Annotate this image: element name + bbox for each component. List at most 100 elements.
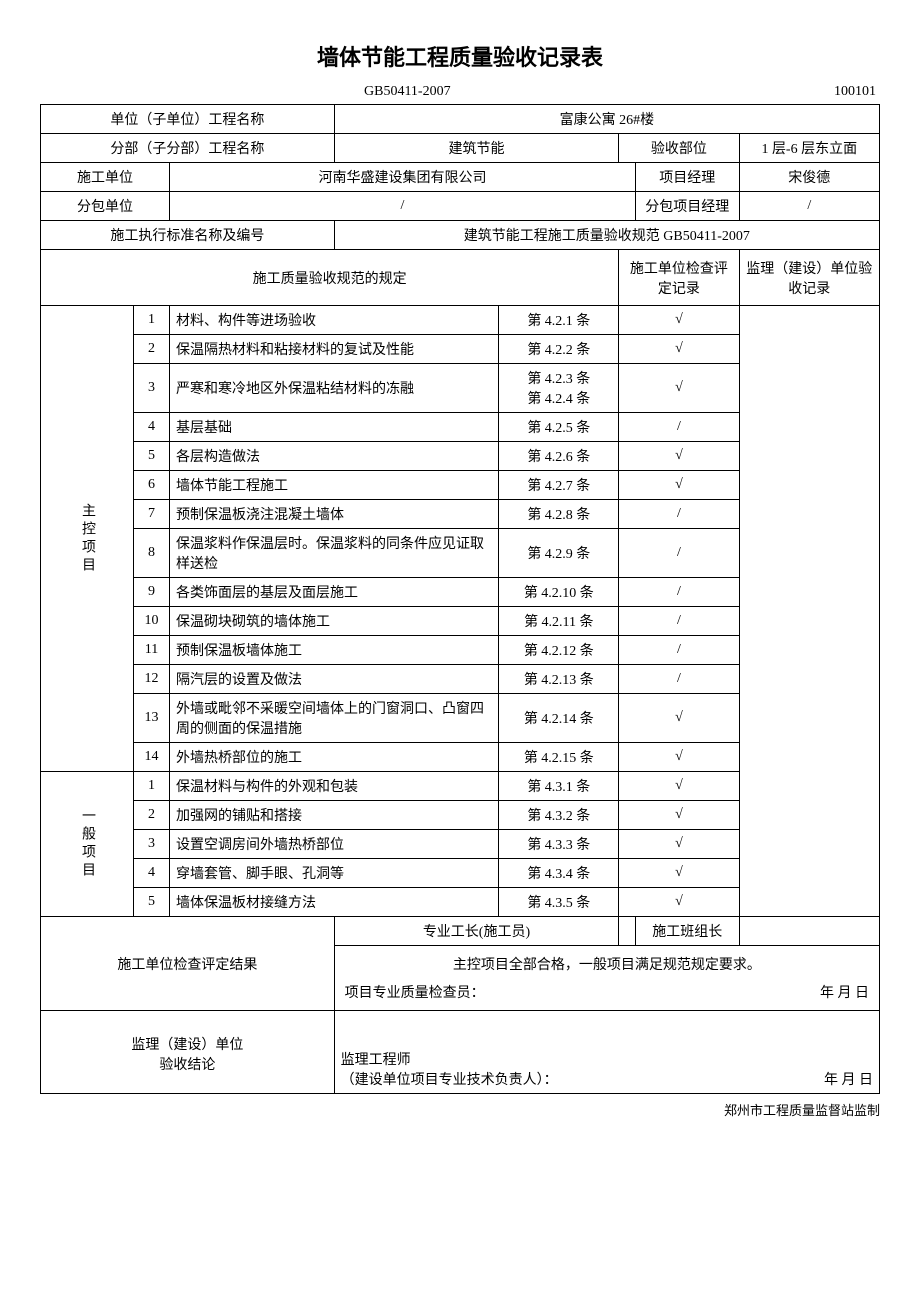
row-desc: 基层基础 — [170, 413, 499, 442]
document-title: 墙体节能工程质量验收记录表 — [40, 40, 880, 72]
row-result: / — [619, 607, 739, 636]
row-num: 3 — [134, 830, 170, 859]
main-section-label: 主控项目 — [41, 306, 134, 772]
result-label: 施工单位检查评定结果 — [41, 917, 335, 1011]
row-result: √ — [619, 306, 739, 335]
code-center: GB50411-2007 — [364, 84, 451, 100]
row-num: 2 — [134, 801, 170, 830]
row-desc: 穿墙套管、脚手眼、孔洞等 — [170, 859, 499, 888]
row-num: 1 — [134, 772, 170, 801]
row-ref: 第 4.2.8 条 — [499, 500, 619, 529]
subcontractor-label: 分包单位 — [41, 192, 170, 221]
row-num: 7 — [134, 500, 170, 529]
row-result: √ — [619, 471, 739, 500]
subcontractor-value: / — [170, 192, 636, 221]
row-ref: 第 4.3.3 条 — [499, 830, 619, 859]
row-ref: 第 4.3.1 条 — [499, 772, 619, 801]
row-num: 4 — [134, 859, 170, 888]
row-ref: 第 4.2.13 条 — [499, 665, 619, 694]
row-num: 8 — [134, 529, 170, 578]
team-label: 施工班组长 — [635, 917, 739, 946]
row-result: / — [619, 500, 739, 529]
pm-value: 宋俊德 — [739, 163, 879, 192]
row-desc: 预制保温板墙体施工 — [170, 636, 499, 665]
result-date: 年 月 日 — [820, 982, 869, 1002]
row-desc: 保温材料与构件的外观和包装 — [170, 772, 499, 801]
row-desc: 保温砌块砌筑的墙体施工 — [170, 607, 499, 636]
row-result: / — [619, 636, 739, 665]
row-num: 3 — [134, 364, 170, 413]
code-right: 100101 — [834, 84, 876, 100]
row-result: √ — [619, 335, 739, 364]
code-row: GB50411-2007 100101 — [40, 84, 880, 100]
row-result: / — [619, 413, 739, 442]
row-ref: 第 4.2.3 条 第 4.2.4 条 — [499, 364, 619, 413]
engineer-label: 监理工程师 — [341, 1049, 873, 1069]
row-num: 14 — [134, 743, 170, 772]
row-desc: 保温浆料作保温层时。保温浆料的同条件应见证取样送检 — [170, 529, 499, 578]
supervision-date: 年 月 日 — [824, 1069, 873, 1089]
result-conclusion-cell: 主控项目全部合格，一般项目满足规范规定要求。 项目专业质量检查员： 年 月 日 — [334, 946, 879, 1011]
row-result: / — [619, 665, 739, 694]
general-section-label: 一般项目 — [41, 772, 134, 917]
row-desc: 各层构造做法 — [170, 442, 499, 471]
row-num: 5 — [134, 888, 170, 917]
tech-label: （建设单位项目专业技术负责人）： — [341, 1069, 558, 1089]
row-ref: 第 4.2.9 条 — [499, 529, 619, 578]
row-result: √ — [619, 442, 739, 471]
row-num: 4 — [134, 413, 170, 442]
contractor-label: 施工单位 — [41, 163, 170, 192]
accept-part-label: 验收部位 — [619, 134, 739, 163]
row-result: √ — [619, 364, 739, 413]
row-result: / — [619, 578, 739, 607]
subunit-value: 建筑节能 — [334, 134, 619, 163]
standard-label: 施工执行标准名称及编号 — [41, 221, 335, 250]
row-num: 5 — [134, 442, 170, 471]
row-ref: 第 4.2.6 条 — [499, 442, 619, 471]
row-num: 11 — [134, 636, 170, 665]
result-conclusion: 主控项目全部合格，一般项目满足规范规定要求。 — [345, 954, 869, 974]
supervise-column — [739, 306, 879, 917]
contractor-value: 河南华盛建设集团有限公司 — [170, 163, 636, 192]
foreman-value — [619, 917, 636, 946]
row-desc: 墙体保温板材接缝方法 — [170, 888, 499, 917]
row-result: √ — [619, 801, 739, 830]
inspector-label: 项目专业质量检查员： — [345, 982, 485, 1002]
row-num: 1 — [134, 306, 170, 335]
row-ref: 第 4.3.2 条 — [499, 801, 619, 830]
row-result: √ — [619, 743, 739, 772]
foreman-label: 专业工长(施工员) — [334, 917, 619, 946]
row-desc: 隔汽层的设置及做法 — [170, 665, 499, 694]
row-desc: 加强网的铺贴和搭接 — [170, 801, 499, 830]
footer-text: 郑州市工程质量监督站监制 — [40, 1100, 880, 1119]
unit-name-value: 富康公寓 26#楼 — [334, 105, 879, 134]
accept-part-value: 1 层-6 层东立面 — [739, 134, 879, 163]
row-ref: 第 4.3.5 条 — [499, 888, 619, 917]
row-desc: 外墙热桥部位的施工 — [170, 743, 499, 772]
row-ref: 第 4.3.4 条 — [499, 859, 619, 888]
supervision-label: 监理（建设）单位 验收结论 — [41, 1011, 335, 1094]
row-num: 6 — [134, 471, 170, 500]
pm-label: 项目经理 — [635, 163, 739, 192]
row-desc: 各类饰面层的基层及面层施工 — [170, 578, 499, 607]
row-ref: 第 4.2.14 条 — [499, 694, 619, 743]
row-desc: 外墙或毗邻不采暖空间墙体上的门窗洞口、凸窗四周的侧面的保温措施 — [170, 694, 499, 743]
row-result: √ — [619, 694, 739, 743]
supervision-cell: 监理工程师 （建设单位项目专业技术负责人）： 年 月 日 — [334, 1011, 879, 1094]
col-check: 施工单位检查评定记录 — [619, 250, 739, 306]
row-desc: 保温隔热材料和粘接材料的复试及性能 — [170, 335, 499, 364]
row-desc: 材料、构件等进场验收 — [170, 306, 499, 335]
row-result: / — [619, 529, 739, 578]
subunit-label: 分部（子分部）工程名称 — [41, 134, 335, 163]
col-supervise: 监理（建设）单位验收记录 — [739, 250, 879, 306]
row-ref: 第 4.2.5 条 — [499, 413, 619, 442]
unit-name-label: 单位（子单位）工程名称 — [41, 105, 335, 134]
row-desc: 严寒和寒冷地区外保温粘结材料的冻融 — [170, 364, 499, 413]
row-result: √ — [619, 888, 739, 917]
row-ref: 第 4.2.2 条 — [499, 335, 619, 364]
row-result: √ — [619, 772, 739, 801]
row-ref: 第 4.2.1 条 — [499, 306, 619, 335]
col-spec: 施工质量验收规范的规定 — [41, 250, 619, 306]
row-num: 10 — [134, 607, 170, 636]
row-num: 9 — [134, 578, 170, 607]
